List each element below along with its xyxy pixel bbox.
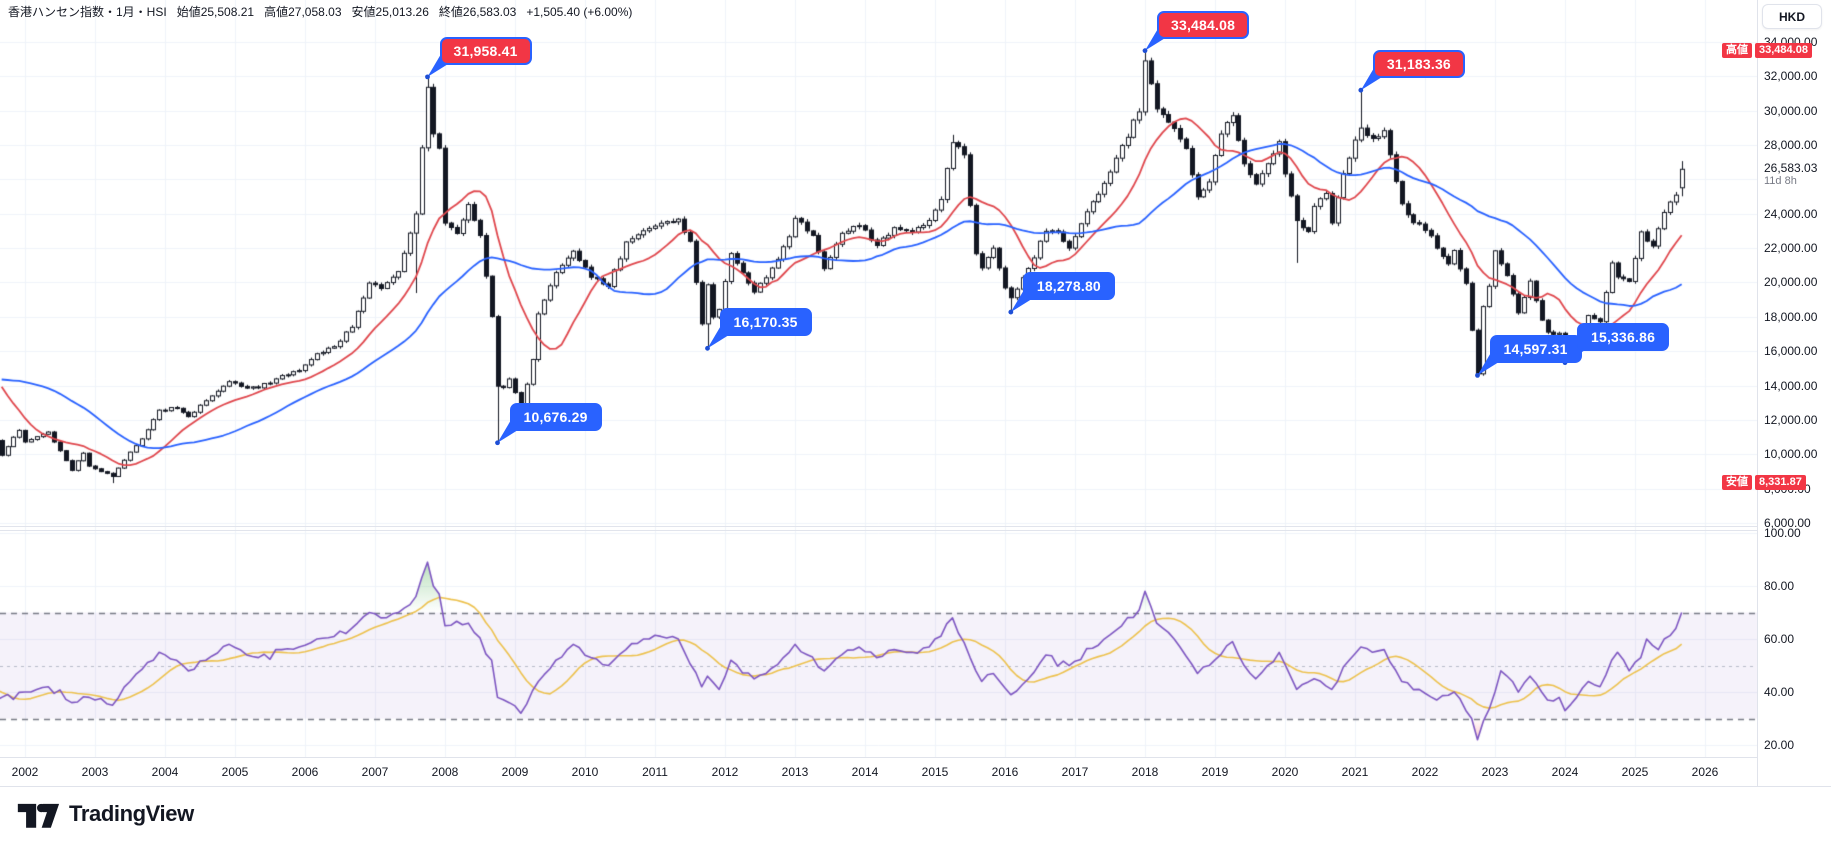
- price-callout-low[interactable]: 18,278.80: [1022, 272, 1115, 301]
- time-axis-year-label: 2011: [642, 765, 668, 779]
- price-axis-tick: 30,000.00: [1764, 103, 1818, 118]
- time-axis-year-label: 2026: [1691, 765, 1719, 779]
- price-callout-low[interactable]: 10,676.29: [509, 402, 602, 431]
- time-axis-year-label: 2021: [1341, 765, 1369, 779]
- time-axis-year-label: 2006: [291, 765, 319, 779]
- high-price-badge: 高値 33,484.08: [1722, 42, 1812, 58]
- time-axis-year-label: 2003: [81, 765, 109, 779]
- time-axis-year-label: 2025: [1621, 765, 1649, 779]
- time-axis-year-label: 2010: [571, 765, 599, 779]
- price-callout-low[interactable]: 15,336.86: [1577, 322, 1670, 351]
- low-badge-value: 8,331.87: [1755, 475, 1806, 491]
- price-axis-tick: 20,000.00: [1764, 275, 1818, 290]
- time-axis-year-label: 2018: [1131, 765, 1159, 779]
- price-axis-tick: 22,000.00: [1764, 241, 1818, 256]
- price-callout-high[interactable]: 33,484.08: [1157, 10, 1250, 39]
- time-axis-year-label: 2016: [991, 765, 1019, 779]
- legend-change: +1,505.40 (+6.00%): [526, 5, 633, 19]
- tradingview-logo[interactable]: TradingView: [16, 799, 194, 829]
- last-price-label: 26,583.03 11d 8h: [1764, 161, 1817, 188]
- time-axis-year-label: 2014: [851, 765, 879, 779]
- tradingview-logo-text: TradingView: [69, 801, 194, 826]
- price-axis-tick: 32,000.00: [1764, 69, 1818, 84]
- legend-close: 終値26,583.03: [438, 5, 517, 19]
- price-axis-tick: 16,000.00: [1764, 344, 1818, 359]
- symbol-title[interactable]: 香港ハンセン指数・1月・HSI: [8, 5, 167, 19]
- time-axis-year-label: 2020: [1271, 765, 1299, 779]
- time-axis-year-label: 2017: [1061, 765, 1089, 779]
- currency-unit-button[interactable]: HKD: [1762, 4, 1822, 29]
- price-axis-tick: 12,000.00: [1764, 413, 1818, 428]
- time-axis-year-label: 2008: [431, 765, 459, 779]
- price-callout-low[interactable]: 14,597.31: [1489, 335, 1582, 364]
- last-price-value: 26,583.03: [1764, 161, 1818, 176]
- price-callout-high[interactable]: 31,958.41: [439, 36, 532, 65]
- legend-low: 安値25,013.26: [351, 5, 429, 19]
- time-axis-year-label: 2019: [1201, 765, 1229, 779]
- low-price-badge: 安値 8,331.87: [1722, 475, 1806, 491]
- rsi-axis-tick: 80.00: [1764, 579, 1795, 594]
- price-axis-tick: 10,000.00: [1764, 447, 1818, 462]
- high-badge-value: 33,484.08: [1755, 42, 1812, 58]
- rsi-axis-tick: 40.00: [1764, 685, 1795, 700]
- time-axis-year-label: 2002: [11, 765, 39, 779]
- price-scale[interactable]: 26,583.03 11d 8h 高値 33,484.08 安値 8,331.8…: [1722, 0, 1831, 786]
- rsi-axis-tick: 100.00: [1764, 526, 1801, 541]
- symbol-legend: 香港ハンセン指数・1月・HSI 始値25,508.21 高値27,058.03 …: [8, 4, 632, 20]
- legend-high: 高値27,058.03: [264, 5, 342, 19]
- price-axis-tick: 24,000.00: [1764, 206, 1818, 221]
- time-axis-year-label: 2015: [921, 765, 949, 779]
- legend-open: 始値25,508.21: [176, 5, 255, 19]
- price-callout-low[interactable]: 16,170.35: [719, 308, 812, 337]
- tradingview-logo-icon: [17, 803, 60, 828]
- price-axis-tick: 6,000.00: [1764, 516, 1811, 531]
- time-axis-year-label: 2007: [361, 765, 389, 779]
- time-axis-year-label: 2013: [781, 765, 809, 779]
- rsi-axis-tick: 60.00: [1764, 632, 1795, 647]
- price-callout-high[interactable]: 31,183.36: [1372, 50, 1465, 79]
- chart-bottom-border: [0, 786, 1831, 787]
- price-chart-canvas[interactable]: [0, 0, 1757, 757]
- time-axis-year-label: 2022: [1411, 765, 1439, 779]
- pane-separator[interactable]: [0, 530, 1831, 531]
- price-axis-tick: 28,000.00: [1764, 137, 1818, 152]
- price-axis-tick: 18,000.00: [1764, 309, 1818, 324]
- time-scale[interactable]: 2002 2003 2004 2005 2006 2007 2008 2009 2010 2011…: [0, 757, 1831, 787]
- time-axis-year-label: 2004: [151, 765, 179, 779]
- rsi-axis-tick: 20.00: [1764, 738, 1795, 753]
- low-badge-label: 安値: [1722, 475, 1752, 491]
- price-axis-tick: 14,000.00: [1764, 378, 1818, 393]
- high-badge-label: 高値: [1722, 42, 1752, 58]
- pane-separator[interactable]: [0, 526, 1831, 527]
- bar-countdown: 11d 8h: [1764, 175, 1797, 188]
- time-axis-year-label: 2012: [711, 765, 739, 779]
- time-axis-year-label: 2005: [221, 765, 249, 779]
- time-axis-year-label: 2024: [1551, 765, 1579, 779]
- time-axis-year-label: 2023: [1481, 765, 1509, 779]
- time-axis-year-label: 2009: [501, 765, 529, 779]
